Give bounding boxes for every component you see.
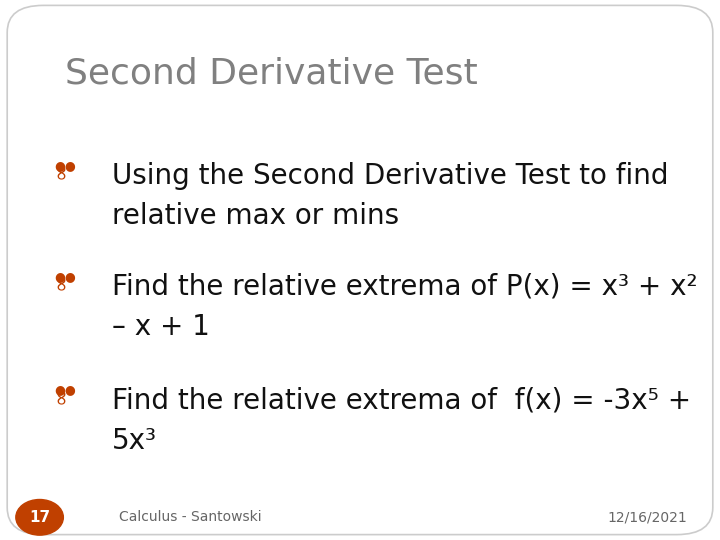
Text: Find the relative extrema of  f(x) = -3x⁵ +: Find the relative extrema of f(x) = -3x⁵… bbox=[112, 386, 690, 414]
Text: ●●: ●● bbox=[54, 159, 76, 172]
Text: ●●: ●● bbox=[54, 270, 76, 283]
Text: Calculus - Santowski: Calculus - Santowski bbox=[119, 510, 261, 524]
Text: 12/16/2021: 12/16/2021 bbox=[608, 510, 688, 524]
Text: ∞: ∞ bbox=[50, 161, 71, 179]
Text: ∞: ∞ bbox=[50, 385, 71, 403]
Text: Second Derivative Test: Second Derivative Test bbox=[65, 57, 477, 91]
Text: Find the relative extrema of P(x) = x³ + x²: Find the relative extrema of P(x) = x³ +… bbox=[112, 273, 697, 301]
Text: 5x³: 5x³ bbox=[112, 427, 157, 455]
Text: ∞: ∞ bbox=[50, 272, 71, 290]
Circle shape bbox=[16, 500, 63, 535]
Text: ●●: ●● bbox=[54, 383, 76, 396]
Text: – x + 1: – x + 1 bbox=[112, 313, 210, 341]
Text: relative max or mins: relative max or mins bbox=[112, 202, 399, 231]
FancyBboxPatch shape bbox=[7, 5, 713, 535]
Text: 17: 17 bbox=[29, 510, 50, 525]
Text: Using the Second Derivative Test to find: Using the Second Derivative Test to find bbox=[112, 162, 668, 190]
